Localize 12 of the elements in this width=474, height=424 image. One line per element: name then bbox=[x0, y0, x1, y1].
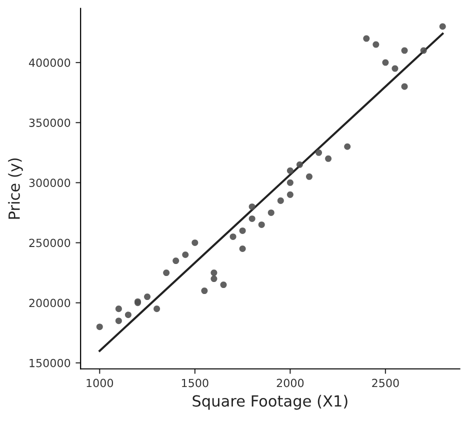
y-tick-label: 150000 bbox=[30, 358, 70, 368]
x-tick-label: 2000 bbox=[276, 378, 304, 388]
y-tick-label: 350000 bbox=[29, 118, 70, 127]
y-tick-label: 400000 bbox=[28, 58, 70, 67]
x-axis-title: Square Footage (X1) bbox=[192, 394, 348, 410]
x-tick-label: 1500 bbox=[182, 378, 208, 388]
x-tick-label: 2500 bbox=[372, 378, 399, 388]
y-tick-label: 250000 bbox=[29, 238, 70, 248]
x-tick-label: 1000 bbox=[86, 378, 114, 388]
y-tick-label: 200000 bbox=[29, 298, 70, 308]
y-tick-label: 300000 bbox=[29, 178, 70, 188]
y-axis-title: Price (y) bbox=[8, 158, 23, 219]
